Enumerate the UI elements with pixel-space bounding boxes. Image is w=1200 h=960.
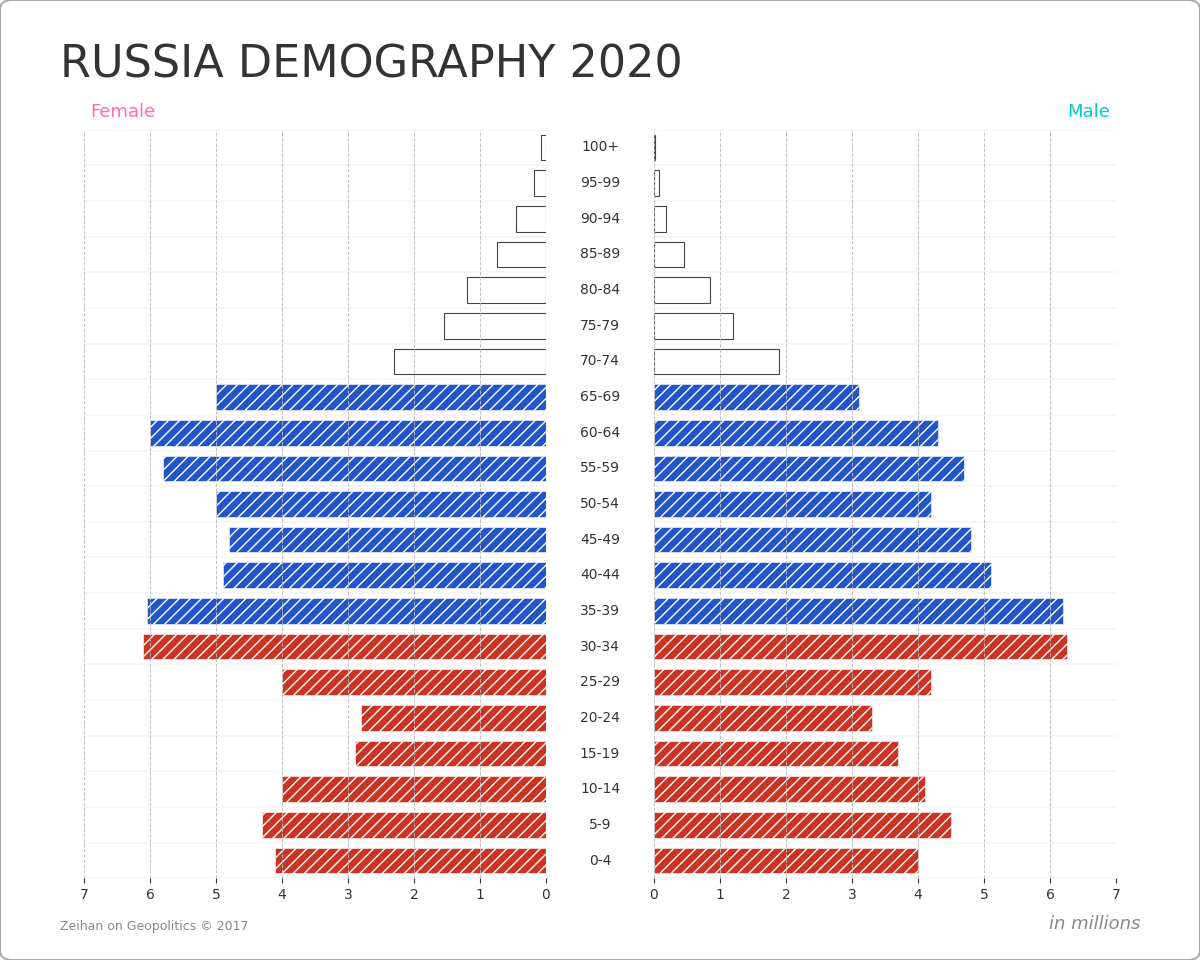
Text: 45-49: 45-49 [580, 533, 620, 546]
Text: RUSSIA DEMOGRAPHY 2020: RUSSIA DEMOGRAPHY 2020 [60, 43, 683, 86]
Text: 15-19: 15-19 [580, 747, 620, 760]
Bar [467, 277, 546, 303]
Bar [541, 134, 546, 160]
Bar [222, 563, 546, 588]
Bar [654, 492, 931, 516]
Text: 50-54: 50-54 [580, 497, 620, 511]
Text: 20-24: 20-24 [580, 711, 620, 725]
Text: 55-59: 55-59 [580, 462, 620, 475]
Bar [395, 348, 546, 374]
Bar [654, 848, 918, 874]
Bar [282, 777, 546, 803]
Text: Female: Female [90, 103, 155, 121]
Bar [216, 492, 546, 516]
Bar [216, 384, 546, 410]
Bar [654, 527, 971, 553]
Text: Male: Male [1067, 103, 1110, 121]
Bar [276, 848, 546, 874]
Text: 5-9: 5-9 [589, 818, 611, 832]
Bar [355, 741, 546, 766]
Bar [282, 669, 546, 695]
Bar [654, 634, 1067, 660]
Bar [229, 527, 546, 553]
Bar [497, 242, 546, 267]
Text: Zeihan on Geopolitics © 2017: Zeihan on Geopolitics © 2017 [60, 920, 248, 933]
Bar [144, 634, 546, 660]
Bar [654, 384, 859, 410]
Bar [654, 205, 666, 231]
Text: 75-79: 75-79 [580, 319, 620, 333]
Bar [654, 777, 924, 803]
Text: 0-4: 0-4 [589, 853, 611, 868]
Bar [654, 455, 965, 481]
Bar [654, 348, 780, 374]
Text: 25-29: 25-29 [580, 675, 620, 689]
Text: 60-64: 60-64 [580, 425, 620, 440]
Text: 70-74: 70-74 [580, 354, 620, 369]
Text: 30-34: 30-34 [580, 639, 620, 654]
Bar [534, 170, 546, 196]
Text: 80-84: 80-84 [580, 283, 620, 297]
Text: 65-69: 65-69 [580, 390, 620, 404]
Text: 10-14: 10-14 [580, 782, 620, 796]
Bar [150, 420, 546, 445]
Bar [262, 812, 546, 838]
Bar [444, 313, 546, 339]
Bar [654, 669, 931, 695]
Bar [361, 705, 546, 731]
Bar [654, 170, 659, 196]
Text: 95-99: 95-99 [580, 176, 620, 190]
Bar [654, 277, 710, 303]
Bar [654, 812, 952, 838]
Bar [654, 598, 1063, 624]
Text: 90-94: 90-94 [580, 212, 620, 226]
Bar [654, 420, 938, 445]
Text: 85-89: 85-89 [580, 248, 620, 261]
Text: 40-44: 40-44 [580, 568, 620, 583]
Bar [146, 598, 546, 624]
Bar [654, 313, 733, 339]
Bar [654, 134, 655, 160]
Text: 35-39: 35-39 [580, 604, 620, 618]
Bar [654, 242, 684, 267]
Bar [163, 455, 546, 481]
Text: 100+: 100+ [581, 140, 619, 155]
Text: in millions: in millions [1049, 915, 1140, 933]
Bar [654, 705, 871, 731]
Bar [654, 563, 991, 588]
Bar [654, 741, 898, 766]
Bar [516, 205, 546, 231]
